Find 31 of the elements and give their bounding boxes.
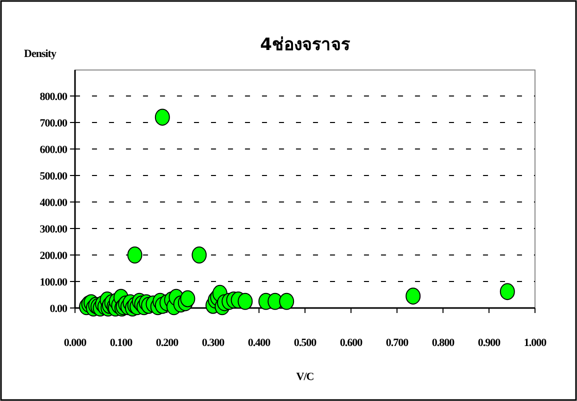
y-tick-label: 500.00 — [40, 170, 68, 182]
x-tick-label: 0.900 — [478, 337, 502, 349]
y-tick-label: 400.00 — [40, 197, 68, 209]
point — [238, 292, 253, 310]
y-tick-label: 100.00 — [40, 276, 68, 288]
chart-title: 4ช่องจราจร — [260, 35, 351, 55]
y-tick-label: 600.00 — [40, 144, 68, 156]
x-tick-label: 0.600 — [340, 337, 364, 349]
y-axis-title: Density — [24, 48, 57, 60]
point — [406, 288, 421, 305]
point — [154, 108, 170, 126]
y-tick-label: 200.00 — [40, 250, 68, 262]
x-tick-label: 0.300 — [202, 337, 226, 349]
x-tick-label: 1.000 — [524, 337, 548, 349]
point — [192, 246, 207, 264]
x-tick-label: 0.700 — [386, 337, 410, 349]
point — [127, 246, 142, 264]
y-tick-label: 0.00 — [50, 303, 68, 315]
y-tick-label: 800.00 — [40, 91, 68, 103]
x-tick-label: 0.000 — [64, 337, 88, 349]
x-tick-label: 0.200 — [156, 337, 180, 349]
point — [279, 292, 294, 310]
x-tick-label: 0.500 — [294, 337, 318, 349]
x-axis-title: V/C — [296, 371, 314, 383]
point — [180, 290, 196, 308]
y-tick-label: 700.00 — [40, 118, 68, 130]
x-tick-label: 0.100 — [110, 337, 134, 349]
x-tick-label: 0.400 — [248, 337, 272, 349]
point — [500, 283, 515, 300]
y-tick-label: 300.00 — [40, 224, 68, 236]
x-tick-label: 0.800 — [432, 337, 456, 349]
